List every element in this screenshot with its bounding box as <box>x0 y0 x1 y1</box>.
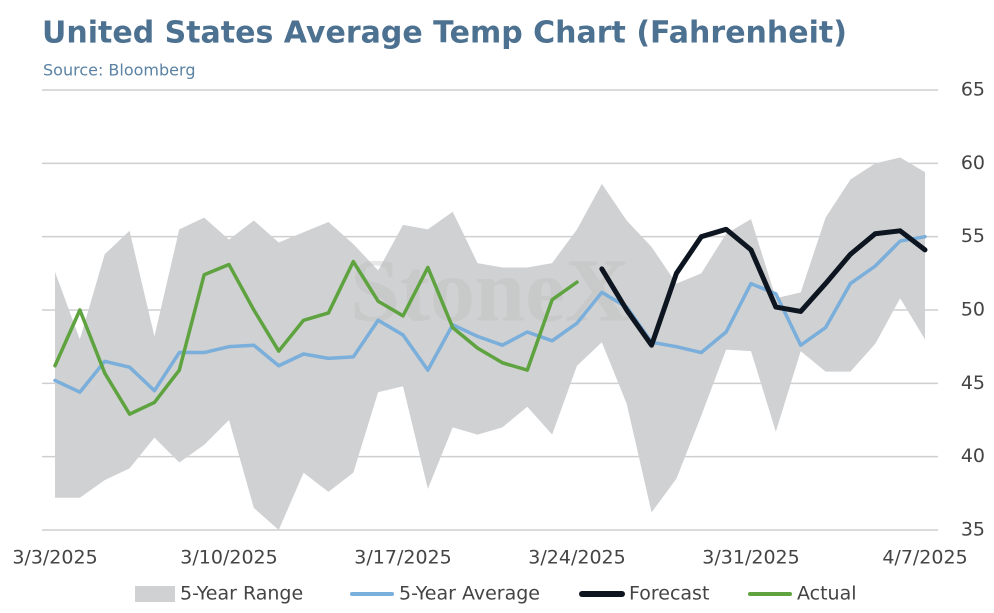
legend-label: 5-Year Average <box>399 583 540 605</box>
x-tick-label: 3/17/2025 <box>354 547 451 569</box>
chart-title: United States Average Temp Chart (Fahren… <box>42 16 847 51</box>
y-tick-label: 55 <box>961 225 985 247</box>
x-tick-label: 3/3/2025 <box>12 547 97 569</box>
legend-label: Actual <box>797 583 857 605</box>
y-tick-label: 40 <box>961 445 985 467</box>
series-line <box>53 259 579 416</box>
x-tick-label: 3/24/2025 <box>528 547 625 569</box>
legend-label: 5-Year Range <box>180 583 303 605</box>
series-line <box>599 226 928 348</box>
y-tick-label: 60 <box>961 152 985 174</box>
y-tick-label: 45 <box>961 372 985 394</box>
x-tick-label: 3/10/2025 <box>180 547 277 569</box>
series-line <box>53 234 927 394</box>
legend-label: Forecast <box>629 583 709 605</box>
y-tick-label: 35 <box>961 519 985 541</box>
y-tick-label: 65 <box>961 79 985 101</box>
range-area <box>55 157 925 530</box>
y-tick-label: 50 <box>961 299 985 321</box>
x-tick-label: 4/7/2025 <box>882 547 967 569</box>
legend-swatch <box>135 586 175 602</box>
chart-subtitle: Source: Bloomberg <box>43 61 195 80</box>
watermark: StoneX <box>350 242 630 341</box>
x-tick-label: 3/31/2025 <box>702 547 799 569</box>
